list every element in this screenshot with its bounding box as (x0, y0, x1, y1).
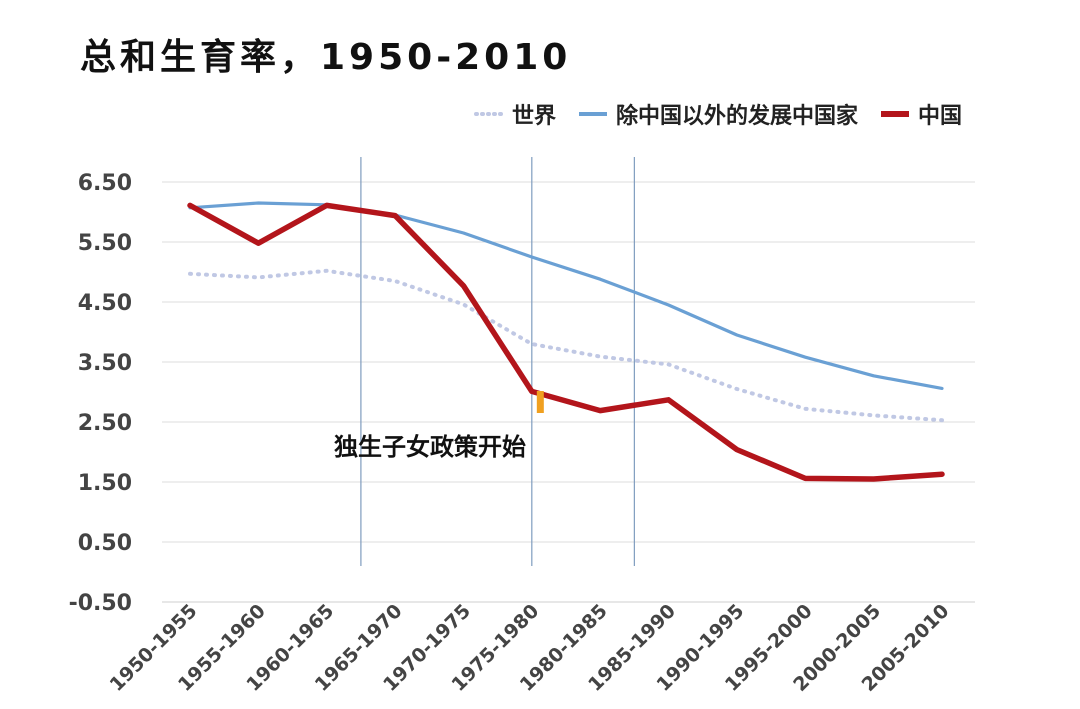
y-tick-label: 3.50 (78, 351, 132, 376)
series-line-0 (188, 268, 944, 423)
y-tick-label: 1.50 (78, 471, 132, 496)
y-tick-label: 0.50 (78, 531, 132, 556)
legend-swatch-china (880, 111, 909, 117)
series-line-1 (188, 201, 944, 390)
series-line-2 (187, 202, 945, 482)
y-tick-label: -0.50 (69, 591, 132, 616)
y-tick-label: 5.50 (78, 231, 132, 256)
legend: 世界 除中国以外的发展中国家 中国 (473, 98, 962, 130)
annotation-marker (536, 391, 544, 413)
legend-item-world: 世界 (473, 98, 556, 130)
y-tick-label: 2.50 (78, 411, 132, 436)
legend-item-china: 中国 (880, 98, 962, 130)
y-tick-label: 6.50 (78, 171, 132, 196)
annotation-label: 独生子女政策开始 (334, 433, 526, 461)
chart-title: 总和生育率，1950-2010 (80, 37, 572, 78)
legend-label-china: 中国 (917, 104, 962, 129)
legend-swatch-developing (578, 112, 607, 116)
y-tick-label: 4.50 (78, 291, 132, 316)
legend-label-world: 世界 (511, 104, 556, 129)
legend-item-developing: 除中国以外的发展中国家 (578, 98, 858, 130)
legend-label-developing: 除中国以外的发展中国家 (615, 104, 858, 129)
legend-swatch-world (473, 112, 504, 116)
